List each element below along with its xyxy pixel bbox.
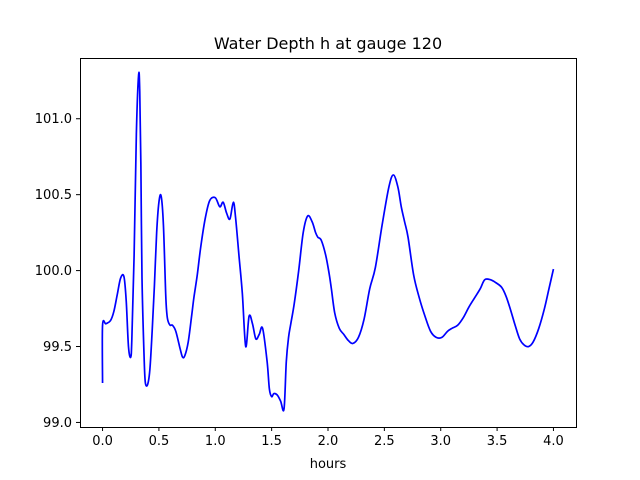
x-tick-label: 2.5 xyxy=(374,434,395,449)
x-tick-label: 2.0 xyxy=(318,434,339,449)
y-tick-label: 99.5 xyxy=(43,340,72,355)
chart-title: Water Depth h at gauge 120 xyxy=(214,34,442,53)
y-axis: 99.0 99.5 100.0 100.5 101.0 xyxy=(35,112,80,431)
y-tick-label: 100.5 xyxy=(35,188,72,203)
series-line xyxy=(101,71,555,412)
x-tick-label: 3.0 xyxy=(430,434,451,449)
x-axis-label: hours xyxy=(310,457,347,472)
x-tick-label: 0.5 xyxy=(149,434,170,449)
x-tick-label: 0.0 xyxy=(92,434,113,449)
axes-frame xyxy=(80,58,577,428)
x-tick-label: 3.5 xyxy=(487,434,508,449)
x-tick-label: 4.0 xyxy=(543,434,564,449)
x-axis: 0.0 0.5 1.0 1.5 2.0 2.5 3.0 3.5 4.0 xyxy=(92,427,564,449)
plot-area xyxy=(101,71,555,412)
x-tick-label: 1.5 xyxy=(261,434,282,449)
y-tick-label: 99.0 xyxy=(43,416,72,431)
y-tick-label: 101.0 xyxy=(35,112,72,127)
y-tick-label: 100.0 xyxy=(35,264,72,279)
x-tick-label: 1.0 xyxy=(205,434,226,449)
